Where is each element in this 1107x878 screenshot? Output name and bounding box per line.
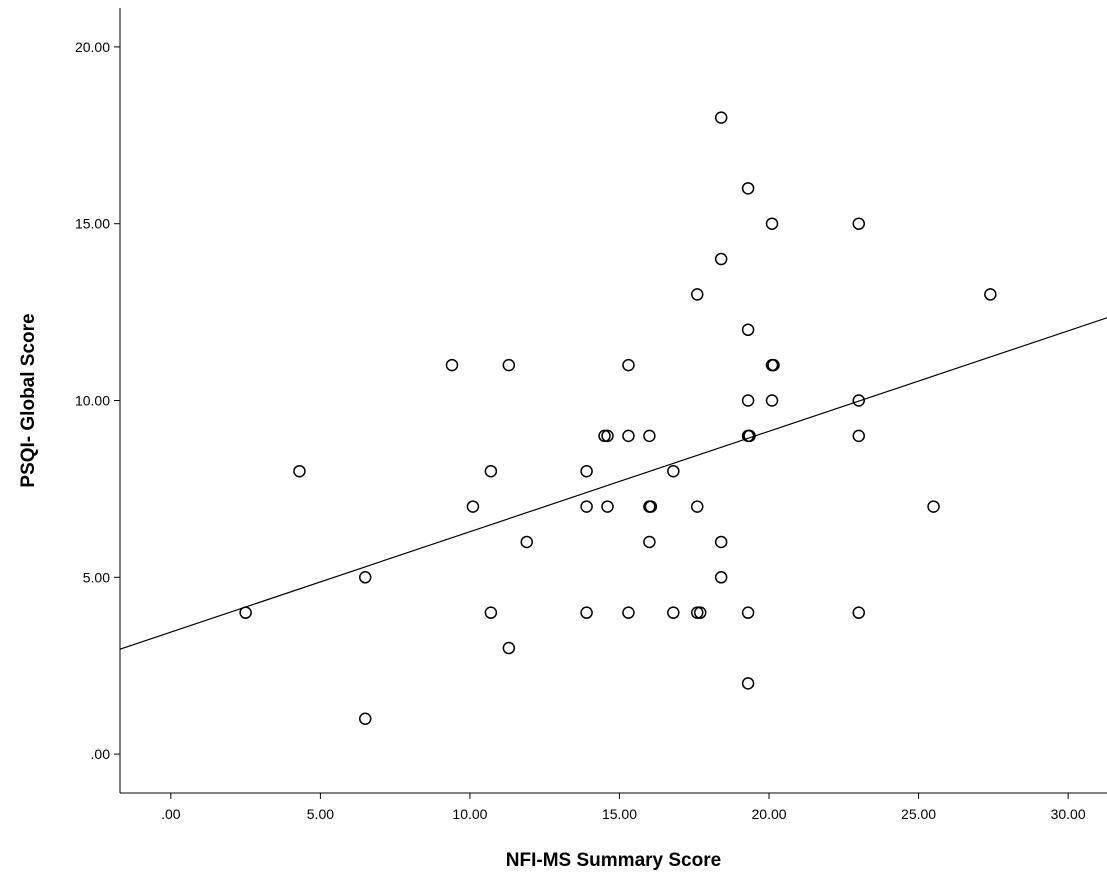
data-point	[502, 641, 516, 655]
data-point	[667, 464, 680, 478]
y-axis-title: PSQI- Global Score	[18, 313, 39, 487]
data-point	[741, 606, 755, 619]
data-point	[741, 394, 755, 407]
data-point	[445, 358, 459, 372]
data-point	[239, 606, 252, 619]
x-tick-label: 5.00	[307, 806, 334, 822]
data-point	[643, 535, 656, 549]
data-point	[714, 252, 728, 266]
data-point	[622, 358, 635, 372]
data-point	[690, 288, 704, 301]
y-tick-label: 15.00	[75, 216, 110, 232]
data-point	[580, 464, 593, 478]
data-point	[601, 500, 614, 513]
data-point	[598, 429, 611, 443]
axes: .00 5.00 10.00 15.00 20.00 25.00 30.00 .00 5.00 1…	[75, 8, 1107, 822]
data-point	[502, 358, 516, 372]
x-tick-label: 15.00	[602, 806, 637, 822]
data-point	[765, 394, 779, 407]
data-point	[927, 500, 940, 513]
data-point	[601, 429, 614, 443]
y-tick-label: 10.00	[75, 393, 110, 409]
data-point	[765, 217, 779, 230]
data-point	[741, 323, 755, 337]
data-point	[741, 677, 755, 690]
y-tick-label: 20.00	[75, 39, 110, 55]
data-point	[714, 571, 728, 584]
data-point	[714, 535, 728, 549]
data-point	[690, 500, 704, 513]
data-point	[693, 606, 707, 619]
regression-line	[119, 317, 1107, 650]
data-point	[484, 606, 498, 619]
data-point	[644, 500, 658, 513]
data-point	[643, 429, 656, 443]
data-point	[520, 535, 534, 549]
data-point	[852, 606, 866, 619]
regression-line-layer	[119, 317, 1107, 650]
data-point	[714, 111, 728, 124]
data-point	[622, 606, 635, 619]
data-point	[466, 500, 480, 513]
data-point	[767, 358, 780, 372]
data-points	[239, 111, 997, 725]
x-tick-label: 25.00	[901, 806, 936, 822]
data-point	[852, 394, 866, 407]
data-point	[293, 464, 306, 478]
data-point	[359, 571, 372, 584]
data-point	[667, 606, 680, 619]
y-tick-label: 5.00	[83, 569, 110, 585]
data-point	[359, 712, 372, 725]
data-point	[743, 429, 756, 443]
x-tick-label: .00	[161, 806, 181, 822]
data-point	[622, 429, 635, 443]
data-point	[852, 429, 866, 443]
data-point	[484, 464, 498, 478]
x-axis-title: NFI-MS Summary Score	[506, 850, 721, 871]
data-point	[852, 217, 866, 230]
x-tick-label: 20.00	[752, 806, 787, 822]
x-tick-label: 30.00	[1051, 806, 1086, 822]
y-tick-label: .00	[91, 746, 111, 762]
data-point	[690, 606, 704, 619]
data-point	[984, 288, 997, 301]
data-point	[580, 606, 593, 619]
x-tick-label: 10.00	[452, 806, 487, 822]
data-point	[580, 500, 593, 513]
data-point	[741, 182, 755, 195]
